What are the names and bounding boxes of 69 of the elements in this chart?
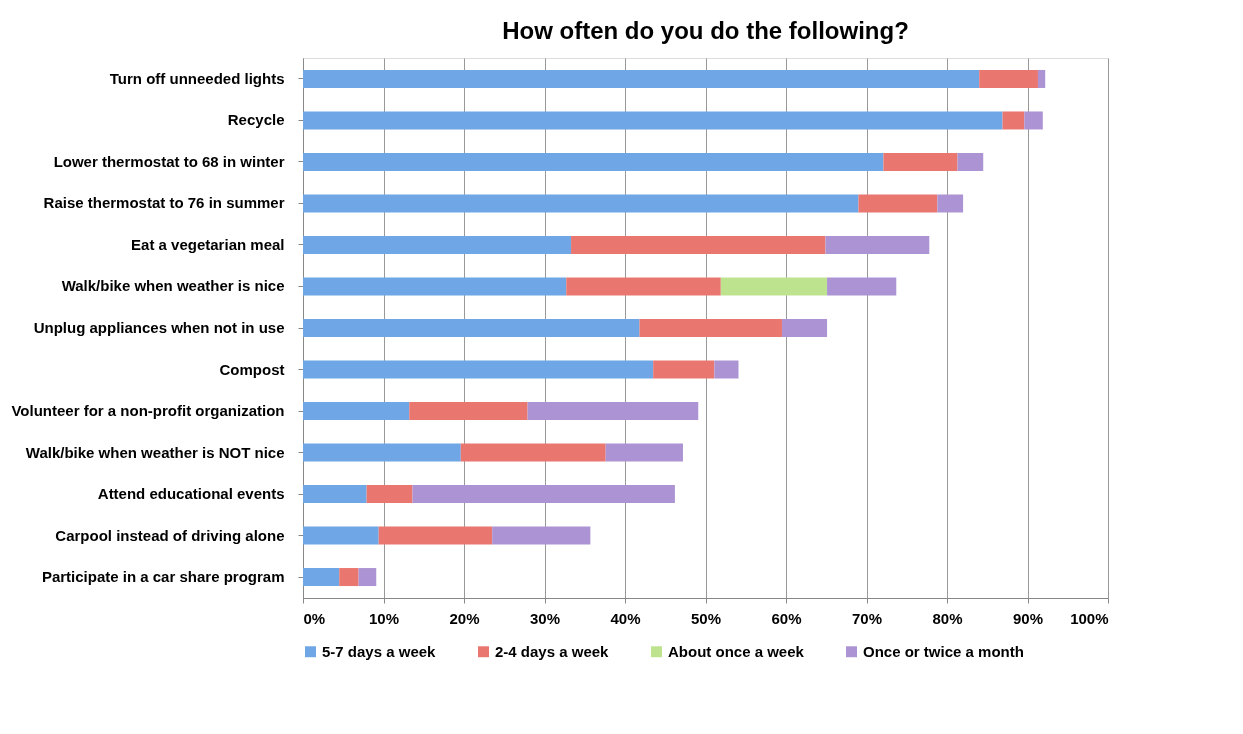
legend-label: About once a week (668, 642, 805, 660)
bar (720, 277, 828, 296)
x-tick-label: 20% (449, 609, 480, 627)
x-tick-label: 50% (690, 609, 722, 627)
bar (714, 360, 739, 379)
y-tick-label: Walk/bike when weather is NOT nice (25, 443, 285, 461)
bar (781, 319, 828, 337)
y-tick-label: Participate in a car share program (41, 568, 285, 586)
bar (605, 443, 683, 462)
bar (303, 277, 567, 296)
bar (937, 194, 964, 213)
bar (409, 402, 528, 421)
bar (1002, 111, 1025, 130)
y-tick-label: Raise thermostat to 76 in summer (43, 194, 285, 212)
bar (378, 526, 493, 545)
bar (303, 402, 410, 421)
x-tick-label: 0% (303, 609, 326, 627)
bar (303, 568, 340, 587)
bar (527, 402, 699, 421)
bar (571, 235, 826, 254)
y-tick-label: Lower thermostat to 68 in winter (53, 152, 285, 170)
bar (303, 360, 654, 379)
legend-label: 2-4 days a week (495, 642, 610, 660)
chart-title: How often do you do the following? (502, 17, 909, 44)
bar (303, 485, 367, 504)
y-tick-label: Recycle (227, 111, 285, 129)
x-tick-label: 100% (1070, 609, 1109, 627)
x-tick-label: 70% (851, 609, 883, 627)
y-tick-label: Compost (219, 360, 285, 378)
y-tick-label: Carpool instead of driving alone (55, 526, 285, 544)
legend-label: Once or twice a month (863, 642, 1024, 660)
y-tick-label: Unplug appliances when not in use (33, 319, 285, 336)
y-tick-label: Turn off unneeded lights (109, 69, 285, 87)
legend-label: 5-7 days a week (322, 642, 437, 660)
bar (1024, 111, 1043, 130)
bar (827, 277, 897, 296)
x-tick-label: 80% (932, 609, 963, 627)
x-tick-label: 30% (529, 609, 561, 627)
bar (366, 485, 413, 504)
bar (979, 69, 1038, 88)
bar (957, 152, 984, 171)
bar (460, 443, 606, 462)
x-tick-label: 90% (1012, 609, 1044, 627)
bar (883, 152, 958, 171)
bar (653, 360, 715, 379)
bar (303, 152, 884, 171)
bar (303, 319, 640, 337)
y-tick-label: Attend educational events (97, 485, 285, 503)
bar (412, 485, 675, 504)
bar (303, 443, 461, 462)
bar (639, 319, 782, 337)
bar (858, 194, 938, 213)
y-tick-label: Eat a vegetarian meal (131, 235, 285, 253)
bar (492, 526, 591, 545)
bar (303, 69, 980, 88)
y-tick-label: Walk/bike when weather is nice (61, 277, 285, 295)
bar (303, 194, 859, 213)
bar (566, 277, 721, 296)
x-tick-label: 60% (771, 609, 802, 627)
bar (825, 235, 930, 254)
bar (303, 235, 572, 254)
x-tick-label: 40% (610, 609, 641, 627)
x-tick-label: 10% (368, 609, 400, 627)
bar (358, 568, 377, 587)
bar (303, 111, 1003, 130)
y-tick-label: Volunteer for a non-profit organization (11, 402, 285, 420)
bar (339, 568, 359, 587)
bar (303, 526, 379, 545)
bar (1037, 69, 1046, 88)
